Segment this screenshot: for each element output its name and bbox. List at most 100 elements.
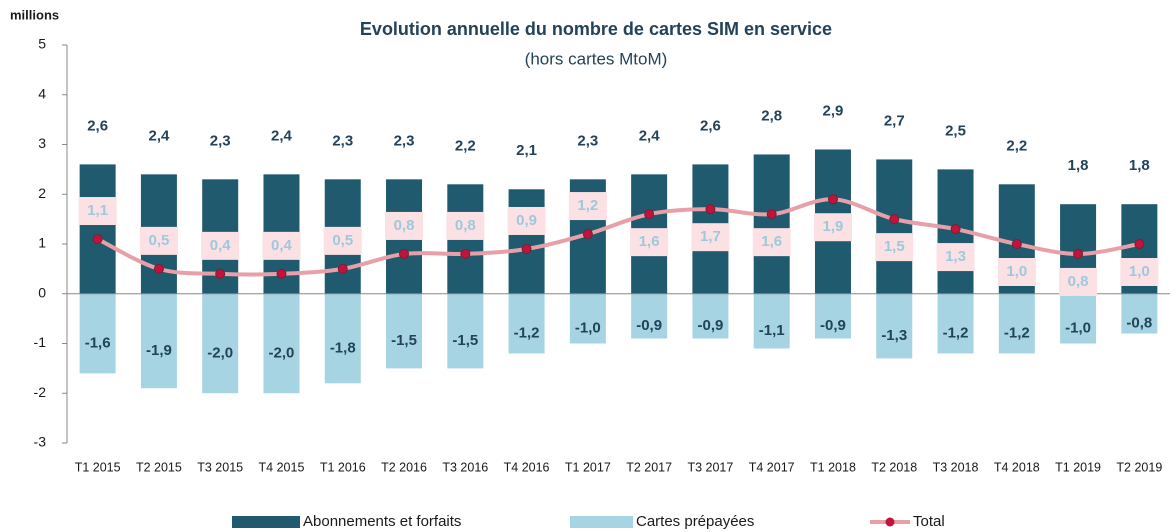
- data-label: 1,8: [1068, 157, 1089, 174]
- marker: [705, 204, 716, 215]
- bar: [263, 293, 300, 394]
- x-tick-label: T1 2019: [1055, 460, 1101, 474]
- marker: [1011, 239, 1022, 249]
- data-label: -0,9: [697, 317, 723, 334]
- legend-label: Abonnements et forfaits: [303, 513, 461, 530]
- data-label: -1,3: [881, 327, 907, 344]
- label-box: [1059, 267, 1098, 296]
- bar: [324, 293, 361, 384]
- legend-swatch: [232, 516, 300, 528]
- marker: [92, 234, 103, 245]
- bar: [876, 159, 913, 294]
- marker: [460, 248, 471, 259]
- data-label: 1,7: [700, 228, 721, 245]
- label-box: [691, 223, 730, 252]
- data-label: 2,3: [577, 132, 598, 149]
- data-label: 2,8: [761, 107, 782, 124]
- data-label: 2,6: [700, 117, 721, 134]
- y-tick-label: 1: [38, 235, 46, 251]
- x-tick-label: T1 2015: [75, 460, 121, 474]
- marker: [521, 243, 532, 254]
- bar: [386, 293, 423, 369]
- marker: [582, 229, 593, 240]
- marker: [276, 268, 287, 279]
- legend-label: Total: [913, 513, 945, 530]
- bar: [876, 293, 913, 359]
- label-box: [507, 206, 546, 235]
- data-label: -1,2: [514, 325, 540, 342]
- marker: [644, 209, 655, 220]
- y-axis-label: millions: [10, 7, 59, 22]
- data-label: -0,9: [820, 317, 846, 334]
- data-label: 0,5: [332, 232, 353, 249]
- label-box: [630, 228, 669, 257]
- bar: [631, 293, 668, 339]
- bar: [753, 293, 790, 349]
- data-label: -1,0: [1065, 320, 1091, 337]
- data-label: 0,8: [455, 217, 476, 234]
- data-label: -2,0: [207, 344, 233, 361]
- bar: [814, 293, 851, 339]
- marker: [950, 224, 961, 235]
- label-box: [997, 258, 1036, 286]
- x-tick-label: T4 2016: [504, 460, 550, 474]
- data-label: 1,1: [87, 202, 108, 219]
- x-tick-label: T3 2015: [197, 460, 243, 474]
- data-label: -1,0: [575, 320, 601, 337]
- label-box: [1120, 258, 1159, 286]
- x-tick-label: T4 2018: [994, 460, 1040, 474]
- data-label: -1,2: [1004, 325, 1030, 342]
- label-box: [813, 213, 852, 242]
- data-label: -1,5: [391, 332, 417, 349]
- marker: [1073, 248, 1084, 259]
- marker: [766, 209, 777, 220]
- label-box: [262, 231, 301, 260]
- marker: [337, 263, 348, 274]
- data-label: 2,6: [87, 117, 108, 134]
- bar: [79, 293, 116, 374]
- x-tick-label: T2 2017: [626, 460, 672, 474]
- data-label: 2,2: [455, 137, 476, 154]
- bar: [79, 164, 116, 294]
- data-label: -1,8: [330, 339, 356, 356]
- bar: [508, 189, 545, 294]
- x-tick-label: T3 2018: [933, 460, 979, 474]
- data-label: -1,5: [452, 332, 478, 349]
- data-label: 2,3: [210, 132, 231, 149]
- data-label: 2,1: [516, 142, 537, 159]
- bar: [140, 293, 177, 389]
- data-label: 1,8: [1129, 157, 1150, 174]
- bar: [753, 154, 790, 294]
- bar: [1121, 293, 1158, 334]
- marker: [889, 214, 900, 225]
- bar: [692, 293, 729, 339]
- data-label: -1,1: [759, 322, 785, 339]
- label-box: [385, 211, 424, 240]
- x-tick-label: T2 2018: [871, 460, 917, 474]
- y-tick-label: -2: [34, 384, 47, 400]
- x-tick-label: T3 2017: [687, 460, 733, 474]
- data-label: 2,3: [394, 132, 415, 149]
- chart-subtitle: (hors cartes MtoM): [525, 49, 668, 68]
- y-tick-label: 2: [38, 185, 46, 201]
- data-label: -0,9: [636, 317, 662, 334]
- y-tick-label: 3: [38, 135, 46, 151]
- data-label: 1,0: [1006, 263, 1027, 280]
- data-label: 0,4: [210, 237, 232, 254]
- bar: [998, 293, 1035, 354]
- data-label: -2,0: [269, 344, 295, 361]
- marker: [827, 194, 838, 205]
- y-tick-label: 4: [38, 85, 46, 101]
- line: [96, 197, 1140, 277]
- x-tick-label: T2 2019: [1116, 460, 1162, 474]
- marker: [1134, 239, 1145, 249]
- data-label: 1,6: [639, 233, 660, 250]
- x-tick-label: T3 2016: [442, 460, 488, 474]
- data-label: 2,4: [271, 127, 293, 144]
- y-tick-label: -3: [34, 434, 47, 450]
- chart-title: Evolution annuelle du nombre de cartes S…: [360, 19, 832, 39]
- data-label: -1,2: [943, 325, 969, 342]
- data-label: 1,9: [823, 218, 844, 235]
- data-label: 0,8: [1068, 273, 1089, 290]
